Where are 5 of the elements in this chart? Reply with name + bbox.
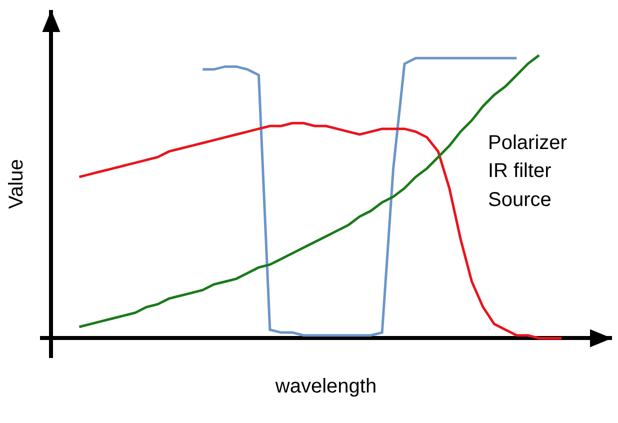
annotation: IR filter [488,160,552,182]
annotation: Polarizer [488,132,568,154]
y-axis-title: Value [6,159,28,209]
annotation: Source [488,189,552,211]
x-axis-title: wavelength [274,376,377,398]
